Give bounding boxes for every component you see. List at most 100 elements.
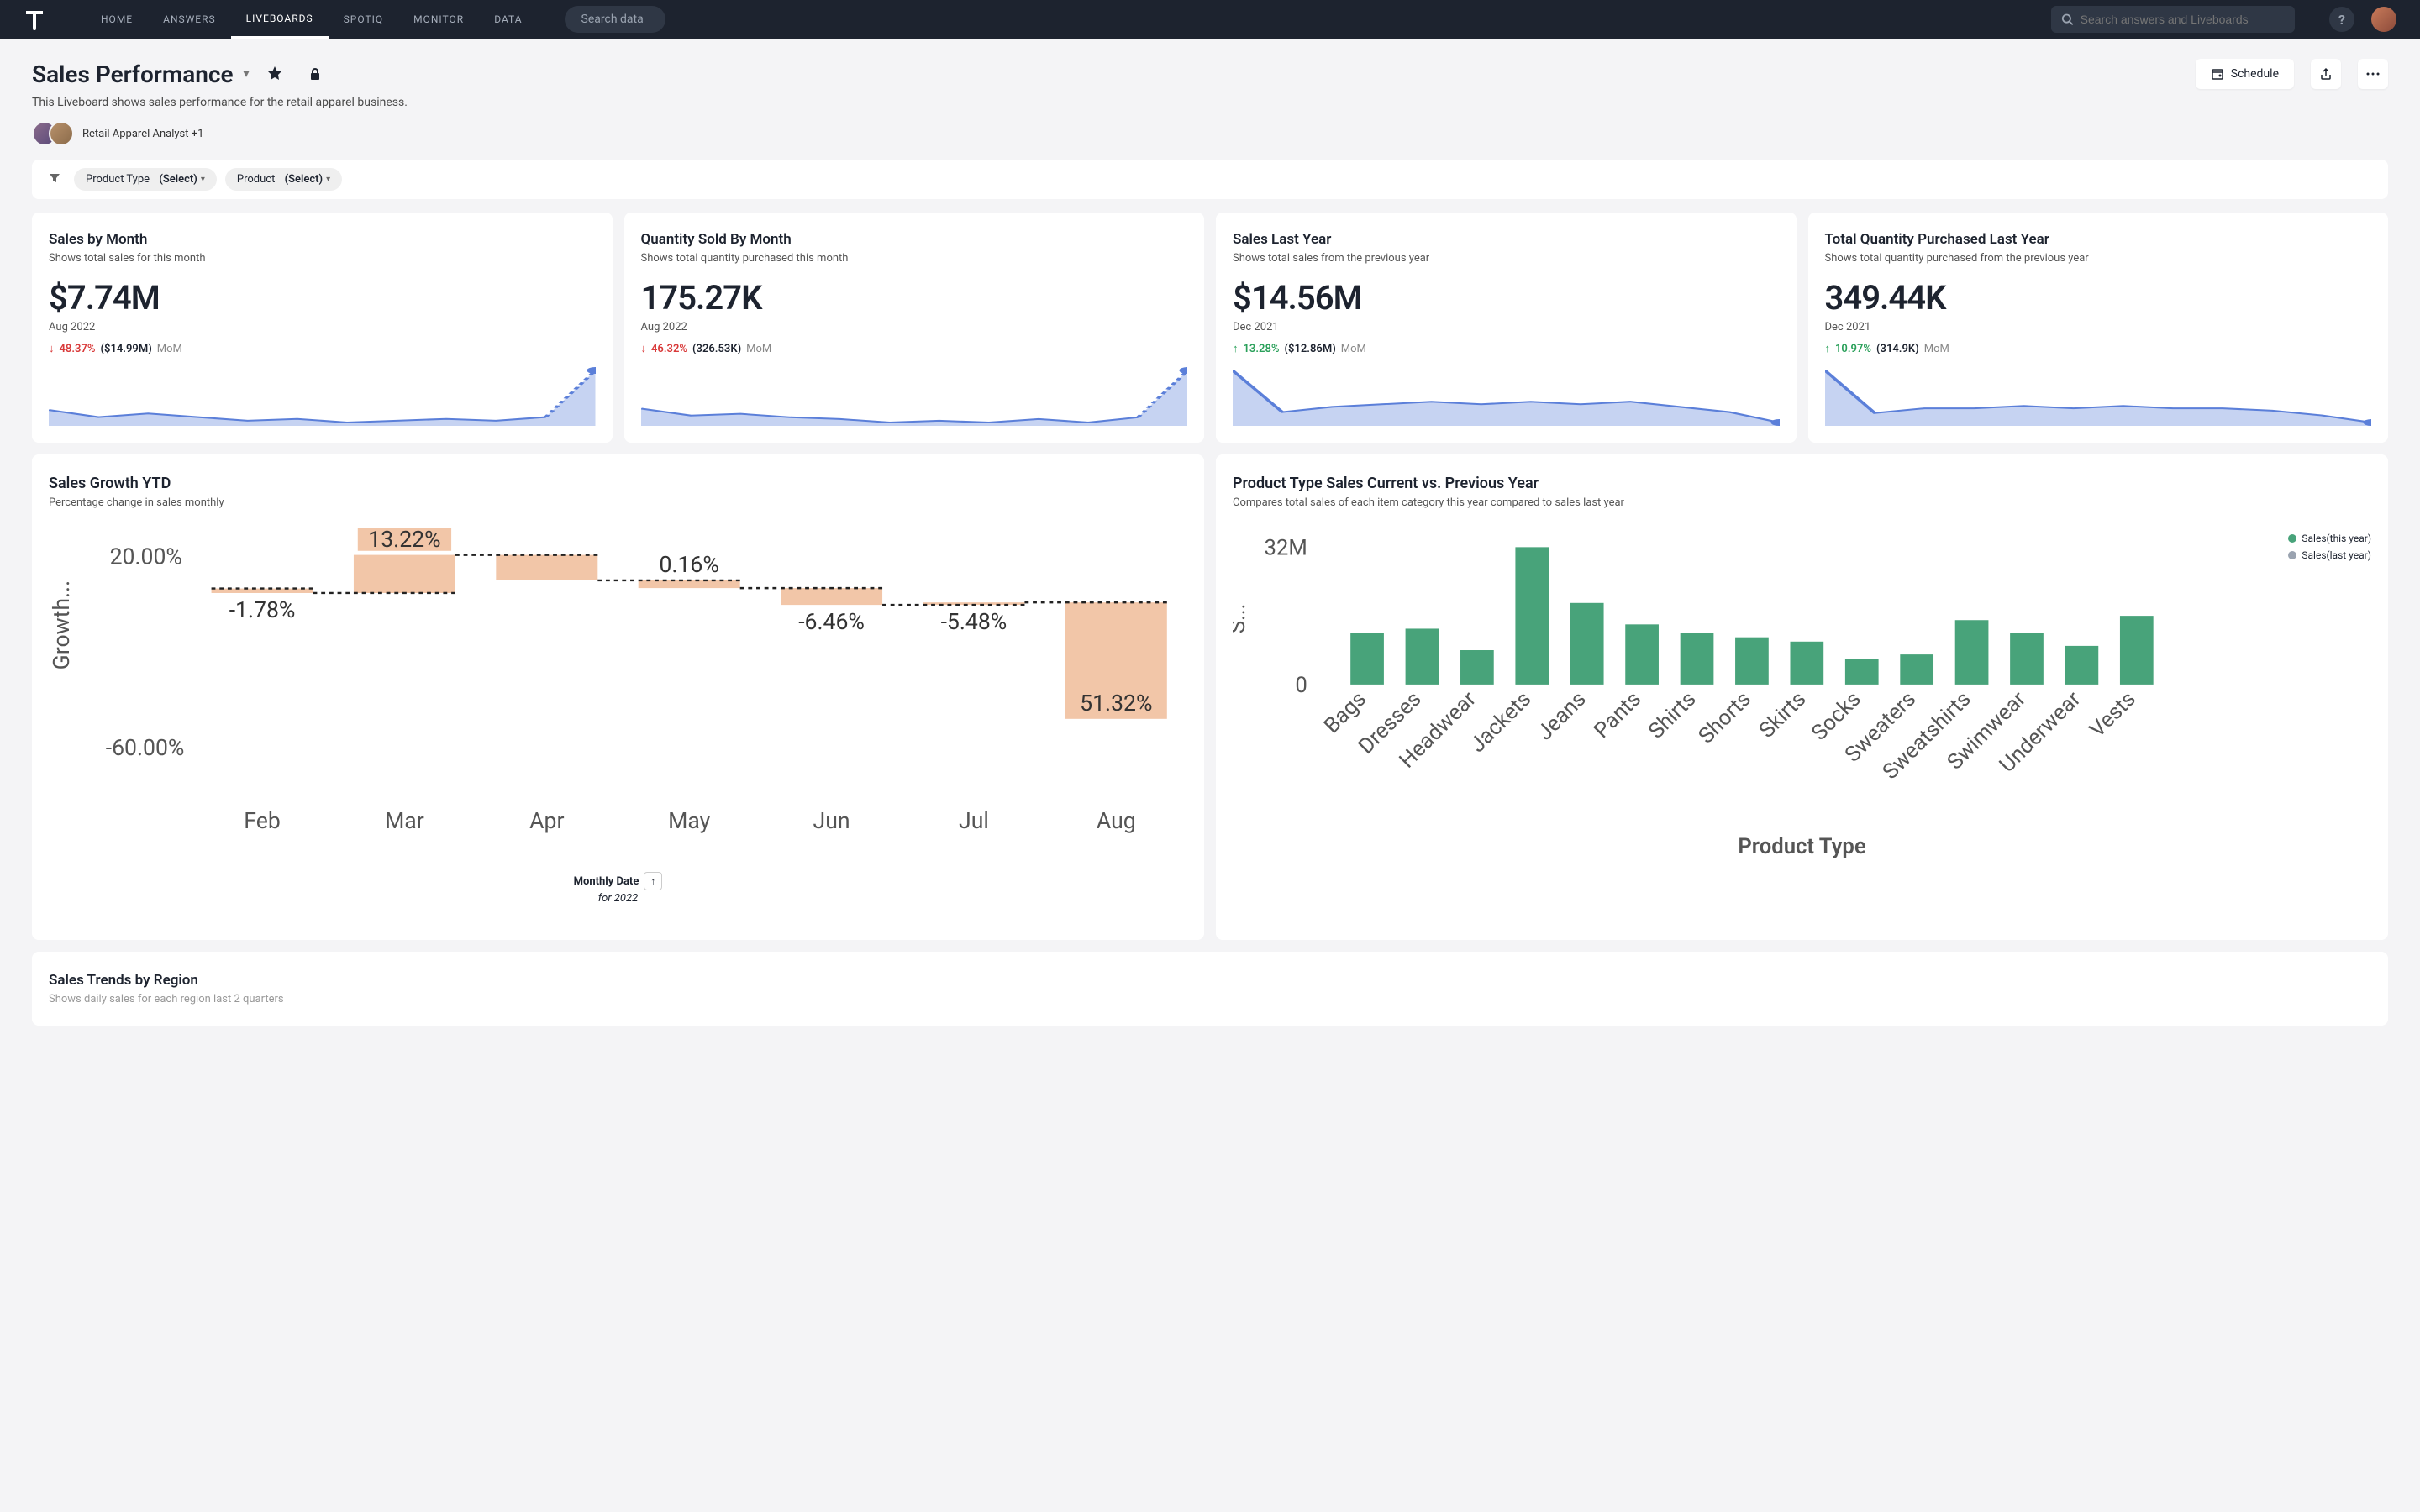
share-icon xyxy=(2319,67,2333,81)
sort-button[interactable]: ↑ xyxy=(644,872,662,890)
kpi-change: ↓ 46.32% (326.53K) MoM xyxy=(641,342,1188,355)
svg-text:Growth...: Growth... xyxy=(49,580,75,669)
svg-text:-5.48%: -5.48% xyxy=(941,610,1007,636)
kpi-change: ↑ 13.28% ($12.86M) MoM xyxy=(1233,342,1780,355)
star-icon xyxy=(266,66,283,82)
trends-card[interactable]: Sales Trends by Region Shows daily sales… xyxy=(32,952,2388,1026)
nav-items: HOME ANSWERS LIVEBOARDS SPOTIQ MONITOR D… xyxy=(86,0,538,39)
favorite-button[interactable] xyxy=(260,59,290,89)
sparkline xyxy=(641,367,1188,429)
product-title: Product Type Sales Current vs. Previous … xyxy=(1233,475,2371,492)
kpi-date: Dec 2021 xyxy=(1233,321,1780,333)
more-icon xyxy=(2366,72,2380,76)
nav-data[interactable]: DATA xyxy=(479,0,537,39)
arrow-down-icon: ↓ xyxy=(49,342,55,355)
kpi-cards: Sales by Month Shows total sales for thi… xyxy=(0,199,2420,443)
svg-text:Jun: Jun xyxy=(813,808,850,834)
kpi-sub: Shows total quantity purchased from the … xyxy=(1825,251,2372,266)
kpi-card[interactable]: Sales by Month Shows total sales for thi… xyxy=(32,213,613,443)
schedule-button[interactable]: Schedule xyxy=(2196,59,2294,89)
kpi-title: Total Quantity Purchased Last Year xyxy=(1825,231,2372,248)
filter-icon[interactable] xyxy=(44,172,66,187)
kpi-value: 349.44K xyxy=(1825,278,2372,318)
top-nav: HOME ANSWERS LIVEBOARDS SPOTIQ MONITOR D… xyxy=(0,0,2420,39)
page-title: Sales Performance xyxy=(32,60,234,88)
share-button[interactable] xyxy=(2311,59,2341,89)
svg-text:Aug: Aug xyxy=(1097,808,1136,834)
lock-button[interactable] xyxy=(300,59,330,89)
nav-spotiq[interactable]: SPOTIQ xyxy=(329,0,398,39)
trends-sub: Shows daily sales for each region last 2… xyxy=(49,992,2371,1007)
page-header: Sales Performance ▾ Schedule This Livebo… xyxy=(0,39,2420,160)
nav-liveboards[interactable]: LIVEBOARDS xyxy=(231,0,329,39)
svg-text:13.22%: 13.22% xyxy=(368,528,440,553)
search-data-button[interactable]: Search data xyxy=(565,6,666,33)
search-input[interactable] xyxy=(2081,13,2285,26)
analyst-label: Retail Apparel Analyst +1 xyxy=(82,128,203,140)
kpi-sub: Shows total sales for this month xyxy=(49,251,596,266)
product-legend: Sales(this year) Sales(last year) xyxy=(2288,533,2371,561)
kpi-date: Dec 2021 xyxy=(1825,321,2372,333)
search-icon xyxy=(2061,13,2074,26)
search-answers[interactable] xyxy=(2051,6,2295,33)
arrow-up-icon: ↑ xyxy=(1825,342,1831,355)
product-card[interactable]: Product Type Sales Current vs. Previous … xyxy=(1216,454,2388,940)
kpi-change: ↑ 10.97% (314.9K) MoM xyxy=(1825,342,2372,355)
svg-text:0: 0 xyxy=(1295,674,1307,699)
arrow-up-icon: ↑ xyxy=(1233,342,1239,355)
svg-text:Jul: Jul xyxy=(959,808,989,834)
kpi-title: Sales by Month xyxy=(49,231,596,248)
nav-home[interactable]: HOME xyxy=(86,0,148,39)
filter-product-type[interactable]: Product Type (Select)▾ xyxy=(74,168,217,191)
filter-bar: Product Type (Select)▾ Product (Select)▾ xyxy=(32,160,2388,199)
kpi-title: Sales Last Year xyxy=(1233,231,1780,248)
svg-text:Mar: Mar xyxy=(385,808,424,834)
svg-text:Skirts: Skirts xyxy=(1754,687,1812,744)
svg-text:Product Type: Product Type xyxy=(1738,834,1866,859)
product-sub: Compares total sales of each item catego… xyxy=(1233,496,2371,511)
kpi-change: ↓ 48.37% ($14.99M) MoM xyxy=(49,342,596,355)
svg-text:Shirts: Shirts xyxy=(1644,687,1701,744)
kpi-value: $14.56M xyxy=(1233,278,1780,318)
filter-product[interactable]: Product (Select)▾ xyxy=(225,168,342,191)
svg-text:May: May xyxy=(668,808,711,834)
growth-sub: Percentage change in sales monthly xyxy=(49,496,1187,511)
lock-icon xyxy=(308,67,322,81)
svg-text:Jeans: Jeans xyxy=(1532,687,1591,746)
sparkline xyxy=(1233,367,1780,429)
svg-text:S...: S... xyxy=(1233,604,1250,634)
svg-text:20.00%: 20.00% xyxy=(110,544,182,570)
help-button[interactable]: ? xyxy=(2329,7,2354,32)
trends-title: Sales Trends by Region xyxy=(49,972,2371,989)
svg-text:-60.00%: -60.00% xyxy=(106,735,185,761)
kpi-card[interactable]: Sales Last Year Shows total sales from t… xyxy=(1216,213,1797,443)
nav-answers[interactable]: ANSWERS xyxy=(148,0,231,39)
svg-text:Jackets: Jackets xyxy=(1465,687,1537,759)
logo[interactable] xyxy=(24,8,45,30)
svg-text:-1.78%: -1.78% xyxy=(229,597,296,623)
page-description: This Liveboard shows sales performance f… xyxy=(32,96,2388,109)
user-avatar[interactable] xyxy=(2371,7,2396,32)
kpi-card[interactable]: Quantity Sold By Month Shows total quant… xyxy=(624,213,1205,443)
svg-text:51.32%: 51.32% xyxy=(1080,691,1152,717)
kpi-sub: Shows total sales from the previous year xyxy=(1233,251,1780,266)
calendar-icon xyxy=(2211,67,2224,81)
svg-text:-6.46%: -6.46% xyxy=(798,610,865,636)
title-dropdown-icon[interactable]: ▾ xyxy=(244,67,250,81)
avatar-group[interactable] xyxy=(32,121,74,146)
kpi-date: Aug 2022 xyxy=(49,321,596,333)
growth-chart: 20.00%-60.00%Growth...-1.78%13.22%0.16%-… xyxy=(49,528,1187,856)
more-button[interactable] xyxy=(2358,59,2388,89)
sparkline xyxy=(49,367,596,429)
kpi-title: Quantity Sold By Month xyxy=(641,231,1188,248)
svg-text:Vests: Vests xyxy=(2085,687,2141,743)
svg-text:Pants: Pants xyxy=(1589,687,1646,744)
nav-monitor[interactable]: MONITOR xyxy=(398,0,479,39)
kpi-card[interactable]: Total Quantity Purchased Last Year Shows… xyxy=(1808,213,2389,443)
product-chart: Sales(this year) Sales(last year) 32M0S.… xyxy=(1233,528,2371,864)
svg-text:Feb: Feb xyxy=(244,808,281,834)
growth-xlabel: Monthly Date↑ for 2022 xyxy=(49,872,1187,907)
svg-text:Shorts: Shorts xyxy=(1694,687,1756,749)
growth-card[interactable]: Sales Growth YTD Percentage change in sa… xyxy=(32,454,1204,940)
kpi-sub: Shows total quantity purchased this mont… xyxy=(641,251,1188,266)
